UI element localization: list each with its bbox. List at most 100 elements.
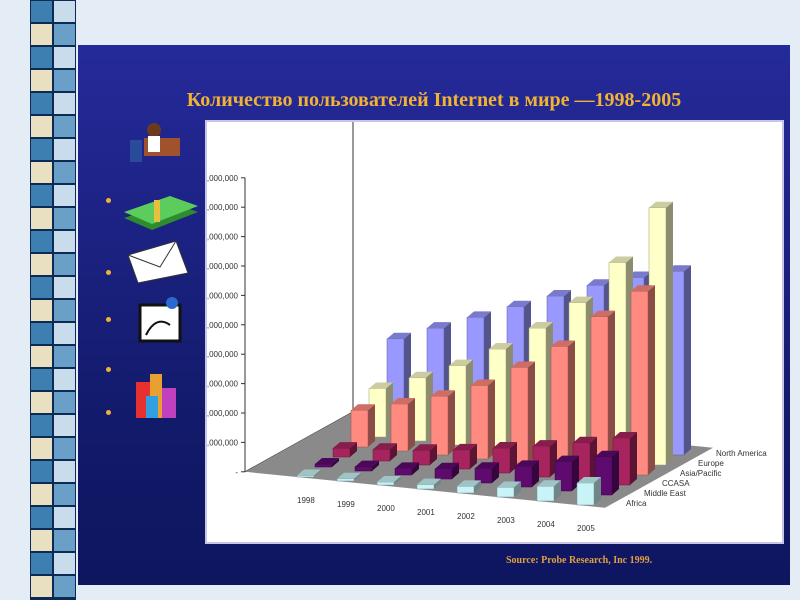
bar-side bbox=[630, 431, 637, 485]
bar-top bbox=[355, 460, 379, 467]
bar-side bbox=[528, 361, 535, 463]
strip-square bbox=[31, 70, 52, 91]
bar-top bbox=[595, 450, 619, 457]
strip-square bbox=[54, 231, 75, 252]
strip-square bbox=[31, 507, 52, 528]
y-tick-label: 40,000,000 bbox=[207, 409, 239, 418]
chart-container: - 20,000,000 40,000,000 60,000,000 80,000,00… bbox=[194, 117, 784, 544]
bar-top bbox=[537, 480, 561, 487]
bar-side bbox=[684, 265, 691, 455]
bar-africa-2002 bbox=[456, 486, 475, 494]
bar-middle-east-1998 bbox=[314, 463, 333, 468]
bar-top bbox=[467, 311, 491, 318]
bullet bbox=[106, 410, 111, 415]
bar-top bbox=[573, 436, 597, 443]
strip-square bbox=[31, 93, 52, 114]
bar-top bbox=[369, 382, 393, 389]
bar-side bbox=[510, 442, 517, 473]
bullet bbox=[106, 317, 111, 322]
strip-square bbox=[31, 24, 52, 45]
bar-top bbox=[417, 478, 441, 485]
bar-top bbox=[631, 285, 655, 292]
slide-panel: Количество пользователей Internet в мире… bbox=[78, 45, 790, 585]
strip-square bbox=[54, 254, 75, 275]
bar-side bbox=[648, 285, 655, 475]
strip-square bbox=[31, 300, 52, 321]
strip-square bbox=[54, 24, 75, 45]
y-tick-label: - bbox=[235, 468, 238, 477]
y-tick-label: 180,000,000 bbox=[207, 203, 239, 212]
strip-square bbox=[54, 346, 75, 367]
strip-square bbox=[54, 438, 75, 459]
strip-square bbox=[54, 392, 75, 413]
bar-side bbox=[488, 379, 495, 459]
x-tick-label: 2005 bbox=[577, 524, 595, 533]
bar-side bbox=[492, 462, 499, 483]
bar-africa-2005 bbox=[576, 482, 595, 506]
strip-square bbox=[54, 70, 75, 91]
strip-square bbox=[54, 47, 75, 68]
bar-top bbox=[587, 279, 611, 286]
bar-africa-2001 bbox=[416, 484, 435, 490]
strip-square bbox=[31, 254, 52, 275]
bar-africa-1998 bbox=[296, 475, 315, 478]
bar-top bbox=[577, 476, 601, 483]
x-tick-label: 2002 bbox=[457, 512, 475, 521]
bar-top bbox=[591, 310, 615, 317]
bar-top bbox=[449, 359, 473, 366]
strip-square bbox=[31, 484, 52, 505]
bar-middle-east-2001 bbox=[434, 468, 453, 480]
bar-top bbox=[409, 371, 433, 378]
series-label: Africa bbox=[626, 499, 647, 508]
bar-africa-1999 bbox=[336, 478, 355, 482]
series-label: Europe bbox=[698, 459, 724, 468]
strip-square bbox=[31, 116, 52, 137]
x-tick-label: 2004 bbox=[537, 520, 555, 529]
bar-top bbox=[315, 458, 339, 465]
bar-top bbox=[457, 480, 481, 487]
bar-side bbox=[532, 460, 539, 487]
strip-square bbox=[54, 208, 75, 229]
bar-top bbox=[387, 332, 411, 339]
bullet bbox=[106, 367, 111, 372]
bar-asia-pacific-1998 bbox=[350, 410, 369, 448]
bar-top bbox=[413, 444, 437, 451]
strip-square bbox=[54, 139, 75, 160]
strip-square bbox=[31, 1, 52, 22]
strip-square bbox=[31, 277, 52, 298]
series-label: CCASA bbox=[662, 479, 690, 488]
bar-middle-east-1999 bbox=[354, 466, 373, 472]
bar-side bbox=[470, 443, 477, 469]
strip-square bbox=[31, 323, 52, 344]
x-tick-label: 1998 bbox=[297, 496, 315, 505]
y-tick-label: 120,000,000 bbox=[207, 291, 239, 300]
strip-square bbox=[54, 415, 75, 436]
bar-side bbox=[408, 397, 415, 451]
bar-side bbox=[594, 476, 601, 505]
strip-square bbox=[54, 323, 75, 344]
bar-top bbox=[297, 469, 321, 476]
bar-top bbox=[529, 322, 553, 329]
strip-square bbox=[54, 553, 75, 574]
y-tick-label: 140,000,000 bbox=[207, 262, 239, 271]
strip-square bbox=[31, 461, 52, 482]
bar-top bbox=[649, 201, 673, 208]
bar-top bbox=[497, 481, 521, 488]
strip-square bbox=[31, 139, 52, 160]
x-tick-label: 1999 bbox=[337, 500, 355, 509]
strip-square bbox=[54, 93, 75, 114]
bullet bbox=[106, 270, 111, 275]
bar-side bbox=[430, 444, 437, 465]
bar-side bbox=[332, 458, 339, 467]
strip-square bbox=[54, 369, 75, 390]
strip-square bbox=[31, 346, 52, 367]
bar-top bbox=[395, 462, 419, 469]
bar-side bbox=[314, 469, 321, 477]
bar-side bbox=[612, 450, 619, 495]
bar-top bbox=[427, 322, 451, 329]
bar-side bbox=[474, 480, 481, 493]
bar-side bbox=[568, 340, 575, 467]
bar-top bbox=[435, 462, 459, 469]
bar-side bbox=[554, 480, 561, 501]
strip-square bbox=[31, 530, 52, 551]
